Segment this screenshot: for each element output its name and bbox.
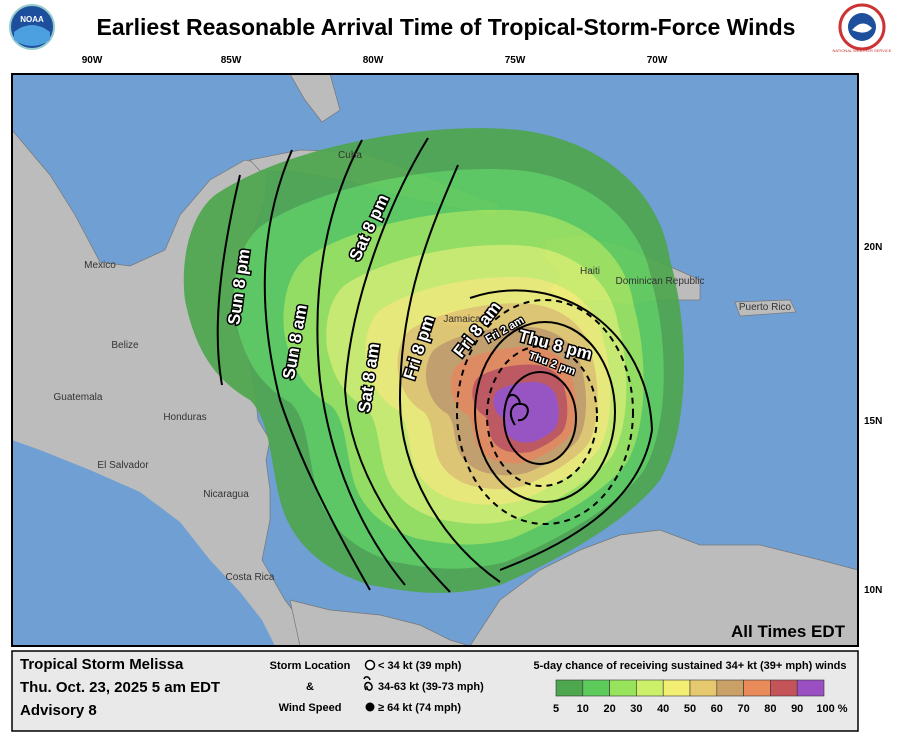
scale-label: 40	[657, 703, 669, 715]
lon-label: 70W	[647, 55, 668, 66]
nws-logo: NATIONAL WEATHER SERVICE	[833, 3, 892, 53]
place-label: Puerto Rico	[739, 302, 792, 313]
scale-label: 30	[630, 703, 642, 715]
color-scale: 5 10 20 30 40 50 60 70 80 90 100 %	[553, 679, 848, 715]
scale-label: 80	[764, 703, 776, 715]
legend-item: < 34 kt (39 mph)	[378, 660, 462, 672]
scale-box	[582, 679, 610, 697]
florida	[289, 74, 341, 123]
scale-label: 20	[603, 703, 615, 715]
contour-line	[216, 174, 241, 386]
scale-label: 50	[684, 703, 696, 715]
scale-box	[555, 679, 584, 697]
lat-label: 20N	[864, 242, 882, 253]
scale-label: 100 %	[816, 703, 847, 715]
symbol-storm	[363, 676, 373, 691]
lat-label: 15N	[864, 416, 882, 427]
advisory-date: Thu. Oct. 23, 2025 5 am EDT	[20, 679, 220, 696]
scale-box	[716, 679, 744, 697]
contour-line	[316, 139, 406, 586]
lon-label: 75W	[505, 55, 526, 66]
scale-box	[609, 679, 637, 697]
lon-label: 85W	[221, 55, 242, 66]
scale-box	[770, 679, 798, 697]
scale-title: 5-day chance of receiving sustained 34+ …	[534, 660, 847, 672]
symbol-hurricane	[365, 702, 375, 712]
scale-box	[636, 679, 664, 697]
noaa-logo: NOAA	[9, 4, 55, 50]
legend-item: ≥ 64 kt (74 mph)	[378, 702, 461, 714]
nws-logo-text: NATIONAL WEATHER SERVICE	[833, 48, 892, 53]
longitude-labels: 90W 85W 80W 75W 70W	[82, 55, 668, 66]
arrival-contours	[216, 137, 654, 593]
noaa-logo-text: NOAA	[20, 15, 44, 24]
south-america	[469, 529, 858, 646]
storm-symbol	[507, 393, 529, 426]
storm-name: Tropical Storm Melissa	[20, 656, 184, 673]
scale-label: 5	[553, 703, 559, 715]
contour-line	[486, 345, 598, 487]
place-label: Belize	[111, 340, 139, 351]
contour-line	[503, 371, 577, 465]
place-label: Guatemala	[54, 392, 103, 403]
map-frame	[11, 73, 859, 647]
place-label: Haiti	[580, 266, 600, 277]
legend-title: Storm Location	[270, 660, 351, 672]
pacific	[12, 440, 275, 646]
contour-line	[398, 164, 501, 583]
place-label: Costa Rica	[226, 572, 275, 583]
scale-label: 70	[737, 703, 749, 715]
title: Earliest Reasonable Arrival Time of Trop…	[97, 14, 796, 40]
contour-line	[474, 321, 616, 503]
scale-box	[662, 679, 691, 697]
contour-line	[263, 149, 371, 591]
lon-label: 90W	[82, 55, 103, 66]
place-label: Mexico	[84, 260, 116, 271]
contour-line	[469, 289, 654, 571]
scale-label: 10	[577, 703, 589, 715]
place-label: Nicaragua	[203, 489, 249, 500]
advisory-number: Advisory 8	[20, 702, 97, 719]
scale-box	[689, 679, 718, 697]
contour-line	[343, 137, 451, 593]
legend-item: 34-63 kt (39-73 mph)	[378, 681, 484, 693]
place-label: Cuba	[338, 150, 362, 161]
time-zone-note: All Times EDT	[731, 622, 846, 641]
scale-label: 90	[791, 703, 803, 715]
scale-box	[796, 679, 825, 697]
panama	[289, 599, 471, 646]
lat-label: 10N	[864, 585, 882, 596]
contour-line	[456, 299, 634, 525]
place-label: Dominican Republic	[616, 276, 705, 287]
place-label: El Salvador	[97, 460, 149, 471]
scale-label: 60	[711, 703, 723, 715]
place-label: Honduras	[163, 412, 206, 423]
legend-title: &	[306, 681, 314, 693]
puerto-rico	[734, 299, 797, 317]
map: Mexico Belize Guatemala Honduras El Salv…	[12, 74, 858, 646]
symbol-weak	[364, 659, 376, 671]
latitude-labels: 20N 15N 10N	[864, 242, 882, 596]
legend-title: Wind Speed	[279, 702, 342, 714]
scale-box	[743, 679, 771, 697]
place-label: Jamaica	[443, 314, 481, 325]
place-labels: Mexico Belize Guatemala Honduras El Salv…	[54, 150, 792, 583]
lon-label: 80W	[363, 55, 384, 66]
probability-band	[493, 382, 559, 443]
